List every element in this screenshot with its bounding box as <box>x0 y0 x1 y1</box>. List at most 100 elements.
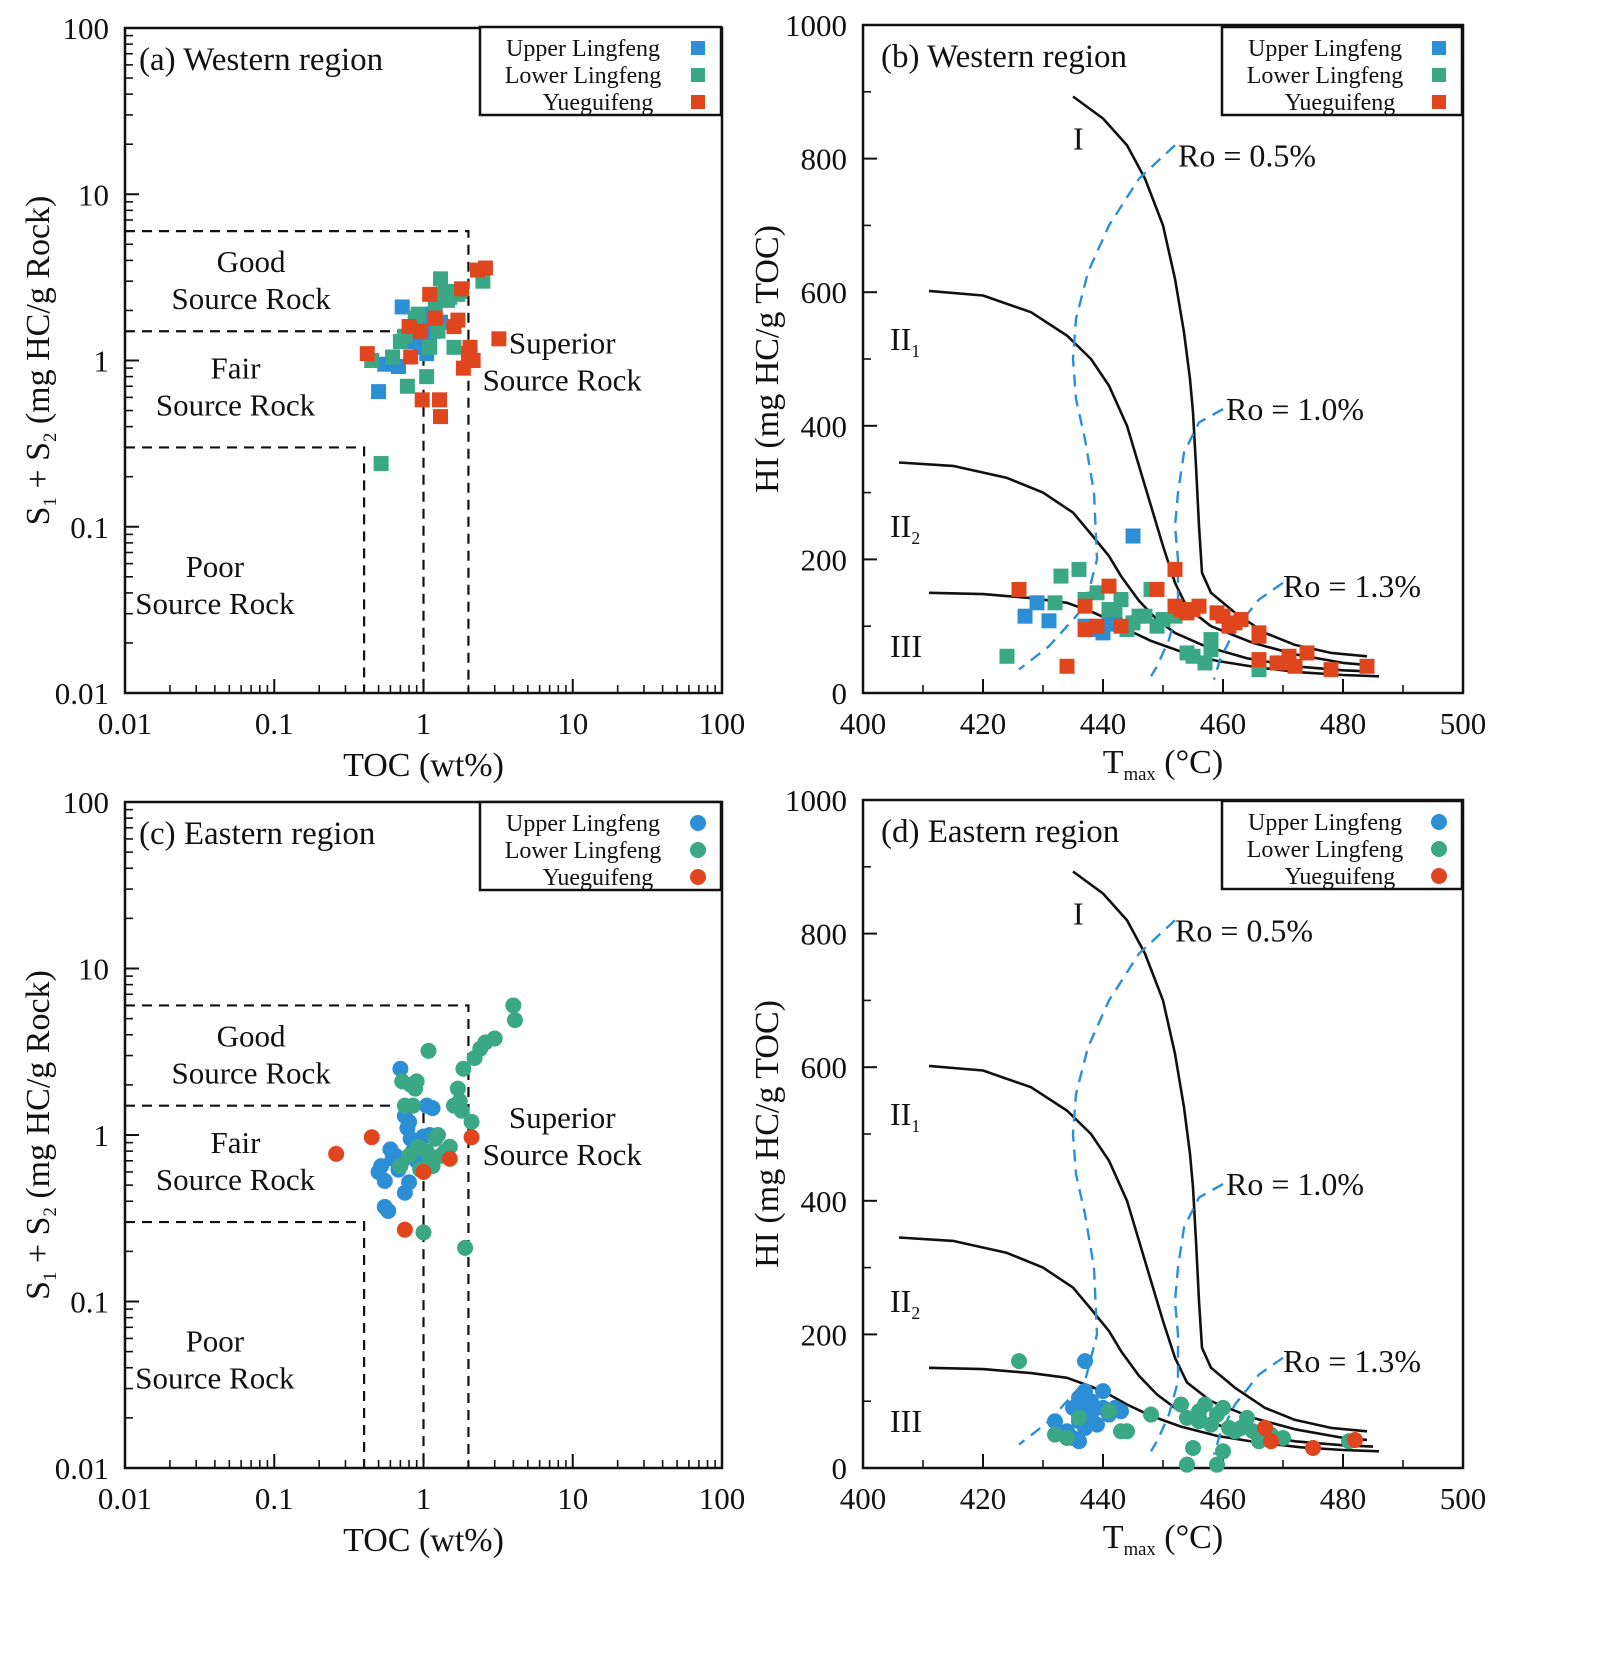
legend-marker <box>691 41 705 55</box>
data-point <box>1083 1393 1099 1410</box>
data-point <box>414 392 430 408</box>
data-point <box>1071 1389 1087 1406</box>
data-point <box>1125 528 1141 544</box>
data-point <box>1077 1353 1093 1370</box>
x-tick-label: 500 <box>1440 706 1487 741</box>
ro-label: Ro = 1.3% <box>1283 568 1421 604</box>
series-yueguifeng <box>359 260 507 425</box>
kerogen-type-label: II1 <box>890 1096 920 1136</box>
data-point <box>433 271 449 287</box>
data-point <box>1185 1439 1201 1456</box>
data-point <box>477 260 493 276</box>
label-part: (°C) <box>1156 1519 1223 1556</box>
data-point <box>1119 1423 1135 1440</box>
y-tick-label: 0.1 <box>70 510 109 545</box>
legend-box <box>478 800 723 892</box>
data-point <box>433 409 449 425</box>
data-point <box>1077 622 1093 638</box>
x-tick-label: 500 <box>1440 1481 1487 1516</box>
label-part: III <box>890 1403 922 1439</box>
label-part: S <box>20 506 57 525</box>
zone-boundary <box>125 1220 366 1468</box>
data-point <box>1179 1409 1195 1426</box>
y-axis-label: S1 + S2 (mg HC/g Rock) <box>20 970 61 1300</box>
data-point <box>1347 1431 1363 1448</box>
ro-line-r05 <box>1018 919 1176 1446</box>
legend-marker <box>1431 814 1447 830</box>
label-part: I <box>1073 121 1084 157</box>
y-tick-label: 1 <box>94 1118 110 1153</box>
data-point <box>419 369 435 385</box>
y-tick-label: 1000 <box>785 783 847 818</box>
label-part: 2 <box>40 1207 61 1216</box>
data-point <box>1209 1456 1225 1473</box>
label-part: (°C) <box>1156 744 1223 781</box>
data-point <box>446 339 462 355</box>
label-part: 2 <box>911 528 920 548</box>
data-point <box>1275 1429 1291 1446</box>
zone-label: Source Rock <box>135 586 295 621</box>
x-axis-label: TOC (wt%) <box>343 1522 504 1559</box>
data-point <box>1185 648 1201 664</box>
legend-label: Lower Lingfeng <box>505 838 662 864</box>
series-yueguifeng <box>328 1129 480 1238</box>
kerogen-curve-II1 <box>928 289 1368 667</box>
data-point <box>1203 632 1219 648</box>
data-point <box>429 1127 446 1143</box>
data-point <box>1059 658 1075 674</box>
data-point <box>1305 1439 1321 1456</box>
data-point <box>457 1239 474 1256</box>
data-point <box>422 339 438 355</box>
ro-label: Ro = 1.3% <box>1283 1343 1421 1379</box>
data-point <box>441 1150 458 1167</box>
data-point <box>424 1100 441 1117</box>
data-point <box>1047 1413 1063 1430</box>
data-point <box>1179 1456 1195 1473</box>
data-point <box>505 997 522 1014</box>
zone-label: Source Rock <box>171 281 331 316</box>
data-point <box>1197 655 1213 671</box>
data-point <box>1041 613 1057 629</box>
data-point <box>449 1080 466 1097</box>
data-point <box>441 1138 458 1155</box>
y-tick-label: 400 <box>801 409 848 444</box>
label-part: max <box>1124 764 1157 785</box>
data-point <box>380 1202 397 1219</box>
x-tick-label: 1 <box>416 1481 432 1516</box>
label-part: II <box>890 508 911 544</box>
legend-marker <box>690 842 706 858</box>
legend-marker <box>1431 868 1447 884</box>
kerogen-type-label: III <box>890 628 922 664</box>
kerogen-curve-II2 <box>898 461 1374 673</box>
y-tick-label: 100 <box>63 785 110 820</box>
y-tick-label: 800 <box>801 142 848 177</box>
data-point <box>1095 1383 1111 1400</box>
label-part: + S <box>20 442 57 497</box>
x-tick-label: 0.1 <box>255 1481 294 1516</box>
x-tick-label: 400 <box>840 1481 887 1516</box>
label-part: I <box>1073 896 1084 932</box>
panel-title: (c) Eastern region <box>139 816 375 852</box>
kerogen-curve-I <box>1072 870 1368 1433</box>
data-point <box>453 1102 470 1119</box>
zone-label: Fair <box>211 1125 262 1160</box>
zone-label: Source Rock <box>135 1361 295 1396</box>
zone-label: Source Rock <box>483 1137 643 1172</box>
data-point <box>401 1113 418 1130</box>
legend-label: Yueguifeng <box>1285 864 1396 890</box>
data-point <box>1047 595 1063 611</box>
zone-label: Poor <box>186 1324 245 1359</box>
x-tick-label: 100 <box>699 1481 746 1516</box>
data-point <box>1215 1443 1231 1460</box>
series-upper-lingfeng <box>1017 528 1141 641</box>
legend-marker <box>691 68 705 82</box>
y-tick-label: 600 <box>801 275 848 310</box>
data-point <box>455 1060 472 1077</box>
legend-marker <box>1432 41 1446 55</box>
kerogen-type-label: II2 <box>890 1283 920 1323</box>
label-part: II <box>890 1096 911 1132</box>
data-point <box>401 1174 418 1191</box>
series-lower-lingfeng <box>392 997 523 1256</box>
data-point <box>1197 1396 1213 1413</box>
